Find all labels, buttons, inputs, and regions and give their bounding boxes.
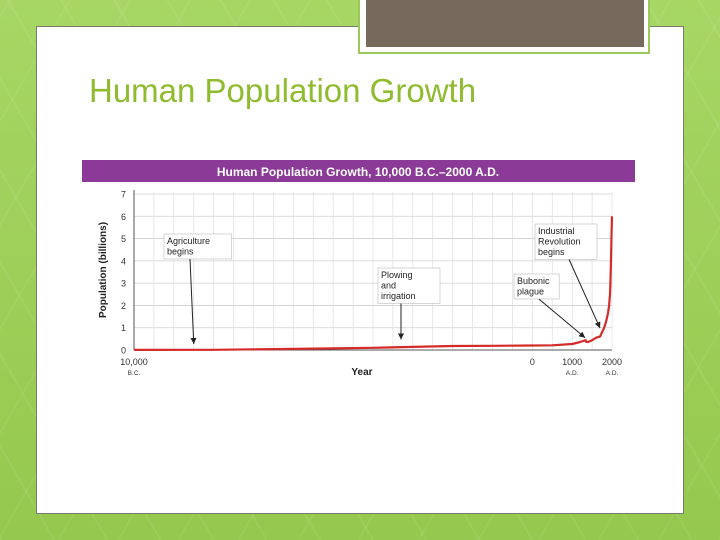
chart-image: Human Population Growth, 10,000 B.C.–200… xyxy=(82,160,635,386)
y-tick-label: 7 xyxy=(121,190,126,200)
population-chart: Human Population Growth, 10,000 B.C.–200… xyxy=(82,160,635,386)
chart-annotations: AgriculturebeginsPlowingandirrigationInd… xyxy=(163,223,601,345)
annotation-text: begins xyxy=(538,247,565,257)
annotation-arrowhead xyxy=(190,337,197,344)
y-axis-label: Population (billions) xyxy=(98,222,109,318)
population-line xyxy=(133,216,614,351)
annotation-text: Agriculture xyxy=(167,236,210,246)
annotation-text: irrigation xyxy=(381,291,416,301)
x-tick-sublabel: A.D. xyxy=(606,370,619,377)
chart-title-banner xyxy=(82,160,635,182)
annotation-text: Plowing xyxy=(381,270,413,280)
chart-title: Human Population Growth, 10,000 B.C.–200… xyxy=(217,165,499,179)
annotation-box xyxy=(163,233,232,260)
annotation-arrow-line xyxy=(189,258,195,345)
x-tick-label: 2000 xyxy=(602,357,622,367)
x-tick-label: 10,000 xyxy=(120,357,148,367)
annotation-box xyxy=(377,267,441,304)
x-tick-sublabel: A.D. xyxy=(566,370,579,377)
annotation-box xyxy=(534,223,598,260)
y-tick-label: 0 xyxy=(121,346,126,356)
annotation-box xyxy=(513,273,560,300)
chart-series xyxy=(133,216,614,351)
y-tick-label: 3 xyxy=(121,279,126,289)
annotation-text: and xyxy=(381,281,396,291)
x-tick-label: 0 xyxy=(530,357,535,367)
x-axis-label: Year xyxy=(351,367,372,378)
x-tick-label: 1000 xyxy=(562,357,582,367)
annotation-arrowhead xyxy=(398,333,404,340)
slide-title: Human Population Growth xyxy=(89,72,477,109)
x-tick-sublabel: B.C. xyxy=(128,370,141,377)
annotation-text: Revolution xyxy=(538,237,581,247)
annotation-arrow-line xyxy=(538,298,586,339)
annotation-text: Industrial xyxy=(538,226,575,236)
annotation-arrowhead xyxy=(594,321,601,329)
header-decoration-block xyxy=(366,0,644,47)
y-tick-label: 5 xyxy=(121,234,126,244)
annotation-text: plague xyxy=(517,287,544,297)
annotation-arrow-line xyxy=(568,259,601,329)
y-tick-label: 2 xyxy=(121,301,126,311)
y-tick-label: 1 xyxy=(121,323,126,333)
annotation-text: begins xyxy=(167,247,194,257)
annotation-arrowhead xyxy=(578,331,586,338)
y-tick-label: 4 xyxy=(121,256,126,266)
annotation-text: Bubonic xyxy=(517,276,550,286)
y-tick-label: 6 xyxy=(121,212,126,222)
